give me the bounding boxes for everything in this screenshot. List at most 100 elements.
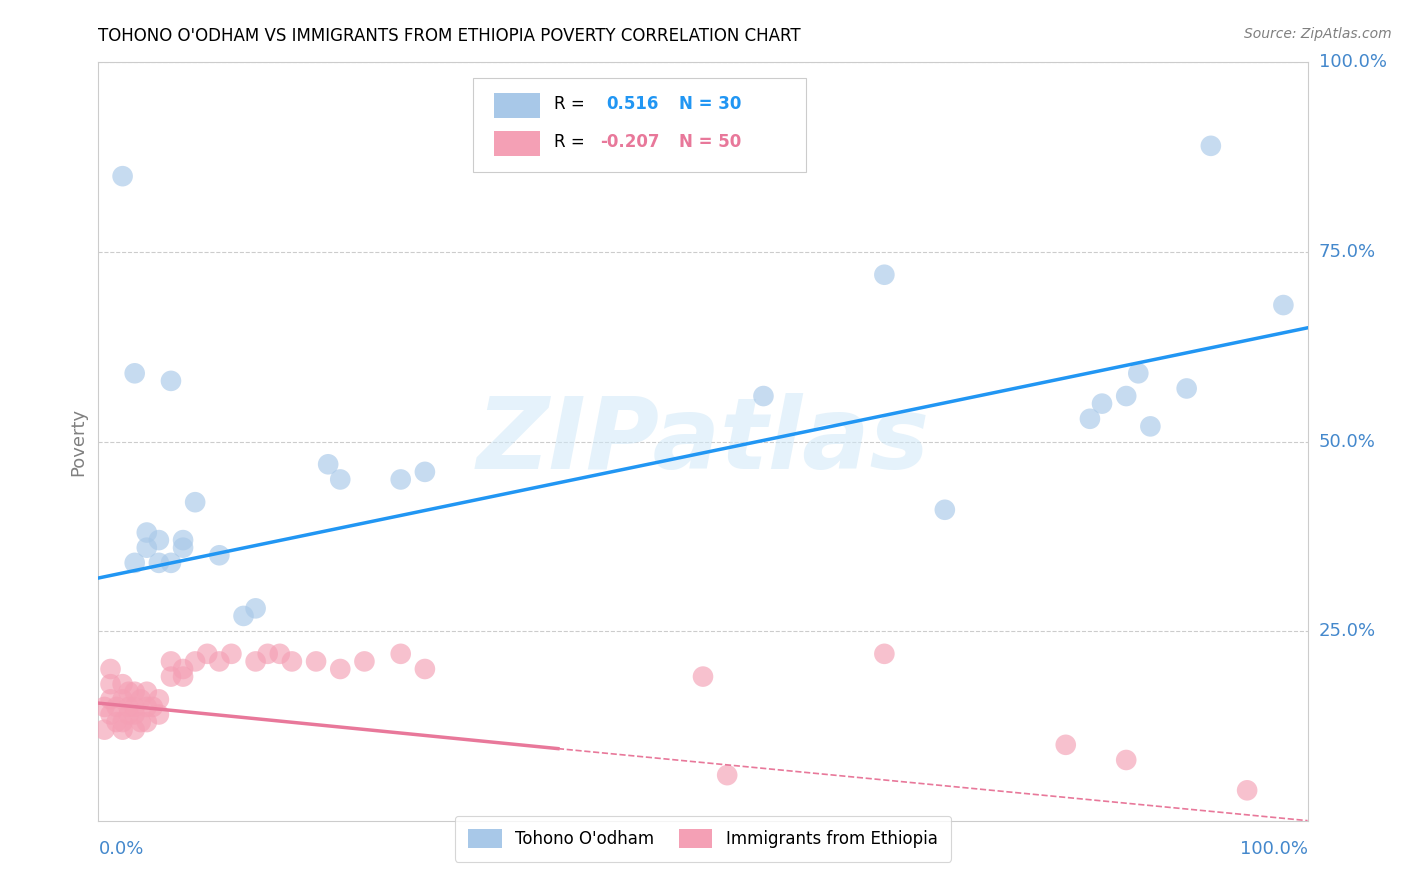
Point [160,669,183,683]
Point [124,707,146,722]
Text: 75.0%: 75.0% [1319,243,1376,261]
Point [873,268,896,282]
Point [111,723,134,737]
Point [1199,138,1222,153]
Point [245,601,267,615]
Point [716,768,738,782]
Point [208,548,231,563]
Point [124,366,146,380]
Point [232,608,254,623]
Point [135,685,157,699]
Point [692,669,714,683]
Point [111,169,134,184]
Text: 100.0%: 100.0% [1240,839,1308,857]
Point [100,692,122,706]
Point [100,707,122,722]
Point [172,533,194,548]
Point [184,495,207,509]
Point [329,473,352,487]
Point [389,473,412,487]
Point [752,389,775,403]
Point [105,715,128,730]
Point [221,647,243,661]
Point [1272,298,1295,312]
Point [124,699,146,714]
Text: 0.516: 0.516 [606,95,658,113]
Point [1128,366,1150,380]
Point [124,723,146,737]
Point [195,647,218,661]
Point [172,662,194,676]
Point [1115,753,1137,767]
Point [148,707,170,722]
Point [118,699,141,714]
Point [111,715,134,730]
Point [111,692,134,706]
Point [148,556,170,570]
Point [256,647,278,661]
Point [124,685,146,699]
Point [873,647,896,661]
Point [135,715,157,730]
Point [305,655,328,669]
FancyBboxPatch shape [494,130,540,156]
Point [148,692,170,706]
Point [353,655,375,669]
Text: -0.207: -0.207 [600,133,659,151]
FancyBboxPatch shape [494,93,540,118]
Text: N = 50: N = 50 [679,133,741,151]
Y-axis label: Poverty: Poverty [69,408,87,475]
Point [934,503,956,517]
Text: R =: R = [554,133,591,151]
Point [413,465,436,479]
Point [245,655,267,669]
Point [135,699,157,714]
Legend: Tohono O'odham, Immigrants from Ethiopia: Tohono O'odham, Immigrants from Ethiopia [456,815,950,862]
Point [1078,412,1101,426]
Point [1139,419,1161,434]
Text: 25.0%: 25.0% [1319,622,1376,640]
Point [160,655,183,669]
Point [1115,389,1137,403]
Point [172,669,194,683]
Point [316,458,339,472]
Point [172,541,194,555]
Text: 100.0%: 100.0% [1319,54,1386,71]
Text: 50.0%: 50.0% [1319,433,1375,450]
Point [1091,396,1114,410]
Point [118,707,141,722]
Point [269,647,291,661]
Text: TOHONO O'ODHAM VS IMMIGRANTS FROM ETHIOPIA POVERTY CORRELATION CHART: TOHONO O'ODHAM VS IMMIGRANTS FROM ETHIOP… [98,27,801,45]
Point [93,723,115,737]
Point [160,374,183,388]
Point [135,541,157,555]
Point [281,655,304,669]
Point [118,685,141,699]
Text: N = 30: N = 30 [679,95,741,113]
Point [129,715,152,730]
Text: R =: R = [554,95,591,113]
Point [105,699,128,714]
Text: ZIPatlas: ZIPatlas [477,393,929,490]
Point [329,662,352,676]
Point [389,647,412,661]
Point [413,662,436,676]
Text: 0.0%: 0.0% [98,839,143,857]
Point [142,699,165,714]
Point [1236,783,1258,797]
Point [184,655,207,669]
Point [1175,382,1198,396]
Point [160,556,183,570]
Point [148,533,170,548]
Point [124,556,146,570]
Text: Source: ZipAtlas.com: Source: ZipAtlas.com [1244,27,1392,41]
Point [100,662,122,676]
Point [135,525,157,540]
Point [1054,738,1077,752]
Point [208,655,231,669]
Point [93,699,115,714]
Point [129,692,152,706]
Point [100,677,122,691]
Point [111,677,134,691]
FancyBboxPatch shape [474,78,806,172]
